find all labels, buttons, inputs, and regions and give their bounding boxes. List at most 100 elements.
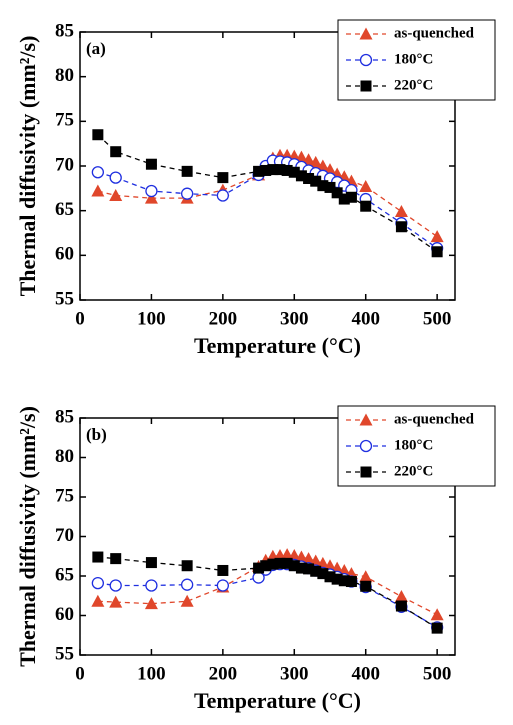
y-tick-label: 75 bbox=[55, 110, 74, 131]
marker bbox=[109, 595, 123, 608]
marker bbox=[303, 173, 315, 185]
y-tick-label: 85 bbox=[55, 20, 74, 41]
marker bbox=[431, 622, 443, 634]
x-tick-label: 500 bbox=[423, 308, 452, 329]
marker bbox=[345, 576, 357, 588]
y-tick-label: 60 bbox=[55, 604, 74, 625]
marker bbox=[216, 579, 230, 592]
marker bbox=[181, 165, 193, 177]
marker bbox=[310, 565, 322, 577]
marker bbox=[394, 205, 408, 218]
marker bbox=[92, 129, 104, 141]
marker bbox=[109, 188, 123, 201]
marker bbox=[145, 184, 158, 198]
marker bbox=[260, 164, 272, 176]
y-tick-label: 55 bbox=[55, 643, 74, 664]
legend-label: 220°C bbox=[394, 77, 433, 93]
marker bbox=[253, 165, 265, 177]
marker bbox=[288, 560, 300, 572]
marker bbox=[345, 191, 357, 203]
marker bbox=[267, 164, 279, 176]
legend-label: 180°C bbox=[394, 437, 433, 453]
marker bbox=[145, 557, 157, 569]
marker bbox=[338, 575, 350, 587]
marker bbox=[331, 573, 343, 585]
marker bbox=[360, 580, 372, 592]
marker bbox=[302, 552, 316, 565]
marker bbox=[267, 558, 279, 570]
marker bbox=[317, 180, 329, 192]
x-tick-label: 200 bbox=[209, 308, 238, 329]
y-tick-label: 85 bbox=[55, 406, 74, 427]
marker bbox=[395, 221, 407, 233]
marker bbox=[109, 579, 122, 592]
y-tick-label: 60 bbox=[55, 244, 74, 265]
marker bbox=[430, 230, 444, 243]
marker bbox=[331, 187, 343, 199]
marker bbox=[216, 189, 230, 202]
panel-label: (b) bbox=[86, 425, 107, 444]
panel-label: (a) bbox=[86, 39, 106, 58]
marker bbox=[274, 164, 286, 176]
legend-marker bbox=[359, 27, 373, 40]
x-tick-label: 100 bbox=[137, 663, 166, 684]
marker bbox=[360, 200, 372, 212]
marker bbox=[217, 564, 229, 576]
marker bbox=[310, 175, 322, 187]
y-tick-label: 75 bbox=[55, 485, 74, 506]
marker bbox=[253, 562, 265, 574]
marker bbox=[145, 579, 158, 592]
marker bbox=[324, 571, 336, 583]
marker bbox=[395, 600, 407, 612]
marker bbox=[295, 562, 307, 574]
marker bbox=[359, 180, 373, 193]
marker bbox=[91, 184, 105, 197]
marker bbox=[110, 553, 122, 565]
legend-label: as-quenched bbox=[394, 25, 475, 41]
y-tick-label: 55 bbox=[55, 288, 74, 309]
y-tick-label: 80 bbox=[55, 65, 74, 86]
marker bbox=[145, 158, 157, 170]
y-axis-title: Thermal diffusivity (mm²/s) bbox=[15, 406, 40, 667]
x-tick-label: 0 bbox=[75, 308, 85, 329]
marker bbox=[281, 557, 293, 569]
x-axis-title: Temperature (°C) bbox=[194, 688, 361, 713]
marker bbox=[295, 170, 307, 182]
marker bbox=[338, 193, 350, 205]
x-tick-label: 200 bbox=[209, 663, 238, 684]
marker bbox=[92, 551, 104, 563]
marker bbox=[274, 557, 286, 569]
x-tick-label: 100 bbox=[137, 308, 166, 329]
marker bbox=[181, 560, 193, 572]
marker bbox=[317, 568, 329, 580]
legend-label: 180°C bbox=[394, 51, 433, 67]
x-tick-label: 300 bbox=[280, 308, 309, 329]
x-tick-label: 0 bbox=[75, 663, 85, 684]
x-tick-label: 400 bbox=[351, 663, 380, 684]
marker bbox=[431, 246, 443, 258]
marker bbox=[180, 578, 194, 591]
marker bbox=[324, 181, 336, 193]
marker bbox=[91, 594, 105, 607]
marker bbox=[260, 560, 272, 572]
legend-label: as-quenched bbox=[394, 411, 475, 427]
marker bbox=[309, 155, 323, 168]
marker bbox=[281, 164, 293, 176]
marker bbox=[180, 187, 194, 200]
legend-marker bbox=[360, 80, 372, 92]
marker bbox=[288, 166, 300, 178]
marker bbox=[303, 563, 315, 575]
legend-marker bbox=[360, 466, 372, 478]
marker bbox=[180, 594, 194, 607]
marker bbox=[144, 597, 158, 610]
marker bbox=[91, 576, 105, 590]
x-tick-label: 500 bbox=[423, 663, 452, 684]
marker bbox=[91, 166, 105, 179]
marker bbox=[144, 191, 158, 204]
marker bbox=[109, 171, 122, 184]
legend-marker bbox=[359, 53, 373, 67]
y-tick-label: 65 bbox=[55, 199, 74, 220]
marker bbox=[110, 146, 122, 158]
